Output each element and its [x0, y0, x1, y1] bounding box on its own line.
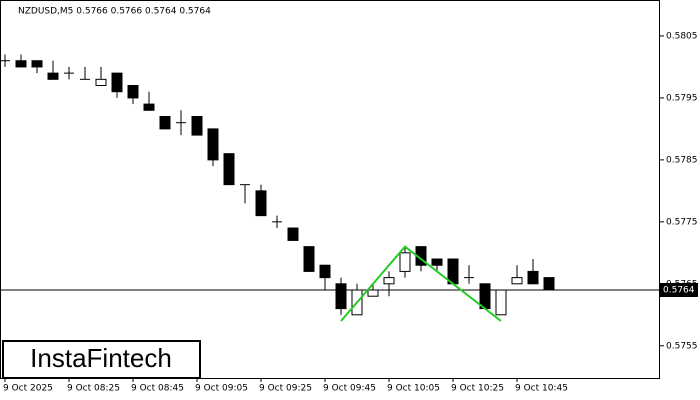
y-tick-label: 0.5795: [666, 93, 698, 103]
watermark-box: [2, 340, 201, 379]
candle-body: [15, 60, 27, 68]
candle-body: [431, 258, 443, 266]
candle-body: [511, 277, 523, 285]
candle-body: [367, 289, 379, 297]
x-tick-label: 9 Oct 09:25: [259, 384, 312, 394]
candle-body: [95, 78, 107, 87]
plot-area: [0, 0, 660, 379]
candle-body: [143, 103, 155, 111]
chart-title: NZDUSD,M5 0.5766 0.5766 0.5764 0.5764: [18, 7, 211, 17]
x-tick-label: 9 Oct 08:25: [67, 384, 120, 394]
candle-body: [303, 246, 315, 272]
candle-body: [335, 283, 347, 310]
pattern-line: [340, 245, 502, 322]
candle-body: [31, 60, 43, 68]
x-tick-label: 9 Oct 09:05: [195, 384, 248, 394]
candle-body: [191, 115, 203, 136]
candle-body: [127, 85, 139, 99]
candle-body: [47, 72, 59, 80]
x-tick-label: 9 Oct 10:25: [451, 384, 504, 394]
candle-body: [287, 227, 299, 241]
x-tick-label: 9 Oct 10:05: [387, 384, 440, 394]
watermark: InstaFintech: [30, 343, 172, 373]
y-tick-label: 0.5755: [666, 341, 698, 351]
candle-body: [495, 289, 507, 316]
current-price-label: 0.5764: [663, 286, 695, 296]
candle-body: [111, 72, 123, 93]
candle-body: [255, 190, 267, 217]
candle-body: [159, 115, 171, 130]
candle-body: [527, 270, 539, 285]
y-tick-label: 0.5775: [666, 217, 698, 227]
current-price-box: [660, 283, 698, 298]
x-tick-label: 9 Oct 2025: [3, 384, 53, 394]
x-tick-label: 9 Oct 09:45: [323, 384, 376, 394]
candle-body: [207, 128, 219, 161]
x-tick-label: 9 Oct 08:45: [131, 384, 184, 394]
y-tick-label: 0.5785: [666, 155, 698, 165]
candle-body: [223, 153, 235, 186]
x-tick-label: 9 Oct 10:45: [515, 384, 568, 394]
candle-body: [399, 252, 411, 272]
candle-body: [319, 264, 331, 279]
y-tick-label: 0.5805: [666, 31, 698, 41]
candle-body: [383, 277, 395, 285]
candle-body: [543, 277, 555, 291]
